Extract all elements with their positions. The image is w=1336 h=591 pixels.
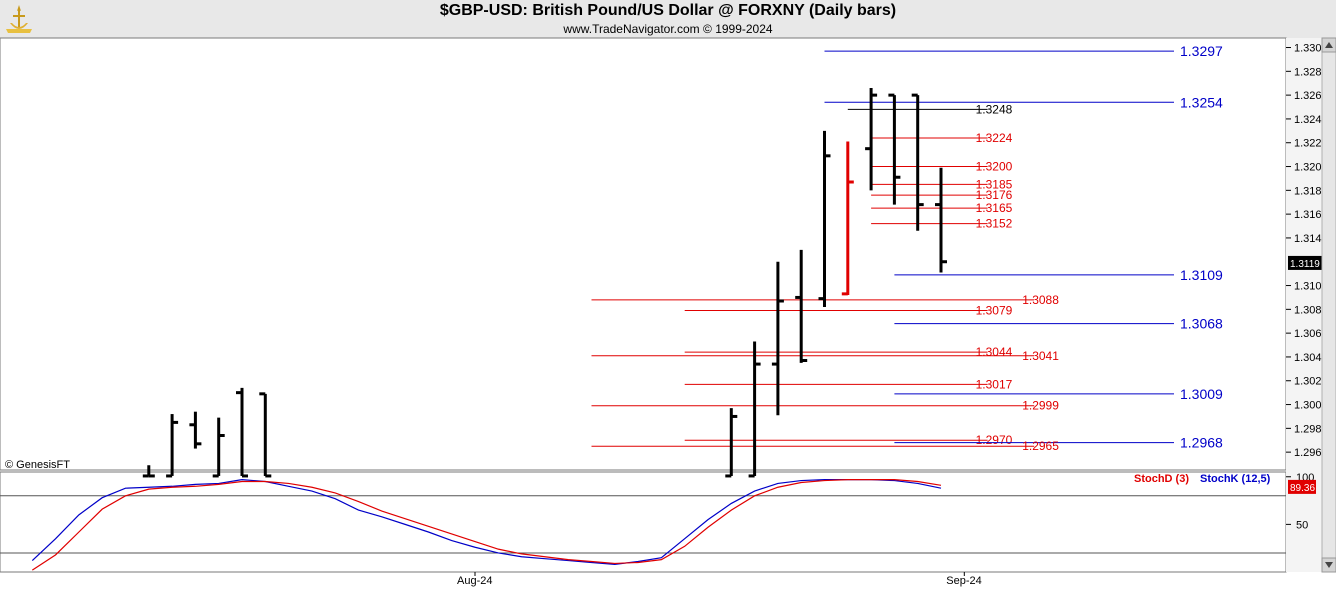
- ohlc-bar: [725, 408, 738, 478]
- level-label: 1.3068: [1180, 316, 1223, 332]
- ohlc-bar: [212, 417, 225, 478]
- level-label: 1.3152: [976, 217, 1013, 231]
- date-axis: Aug-24 Sep-24: [457, 572, 982, 587]
- level-label: 1.3009: [1180, 386, 1223, 402]
- chart-title: $GBP-USD: British Pound/US Dollar @ FORX…: [439, 2, 897, 19]
- price-tick-label: 1.3020: [1294, 376, 1328, 388]
- price-tick-label: 1.3280: [1294, 66, 1328, 78]
- price-tick-label: 1.3040: [1294, 352, 1328, 364]
- last-price-label: 1.3119: [1290, 259, 1320, 270]
- legend-stochk: StochK (12,5): [1200, 473, 1271, 485]
- date-tick-label: Aug-24: [457, 575, 492, 587]
- price-tick-label: 1.3160: [1294, 209, 1328, 221]
- chevron-down-icon[interactable]: [1325, 562, 1333, 568]
- title-bar: [0, 0, 1336, 38]
- ohlc-bar: [236, 387, 248, 478]
- level-label: 1.3297: [1180, 43, 1223, 59]
- level-label: 1.3176: [976, 188, 1013, 202]
- ohlc-bar: [771, 261, 784, 416]
- legend-stochd: StochD (3): [1134, 473, 1189, 485]
- scrollbar[interactable]: [1321, 37, 1336, 573]
- ohlc-bar: [748, 341, 761, 478]
- ohlc-bar: [166, 414, 179, 478]
- price-tick-label: 1.2960: [1294, 447, 1328, 459]
- level-label: 1.3185: [976, 177, 1013, 191]
- plot-frame: [0, 37, 1336, 573]
- price-tick-label: 1.3180: [1294, 185, 1328, 197]
- price-bars: [142, 87, 947, 478]
- price-tick-label: 1.3100: [1294, 281, 1328, 293]
- ohlc-bar: [865, 87, 878, 191]
- level-label: 1.3248: [976, 102, 1013, 116]
- price-tick-label: 1.3000: [1294, 400, 1328, 412]
- ohlc-bar: [818, 130, 831, 307]
- last-price-marker: [1288, 255, 1322, 270]
- price-tick-label: 1.3220: [1294, 138, 1328, 150]
- stoch-series-line: [31, 479, 942, 571]
- price-tick-label: 1.3300: [1294, 43, 1328, 55]
- price-levels: 1.32971.32541.32481.32241.32001.31851.31…: [591, 43, 1223, 453]
- price-tick-label: 1.3200: [1294, 162, 1328, 174]
- scrollbar-track[interactable]: [1321, 37, 1336, 573]
- level-label: 1.3079: [976, 304, 1013, 318]
- price-pane: [0, 37, 1287, 471]
- ohlc-bar: [841, 141, 854, 296]
- level-label: 1.2999: [1022, 399, 1059, 413]
- level-label: 1.3109: [1180, 267, 1223, 283]
- level-label: 1.2970: [976, 433, 1013, 447]
- price-tick-label: 1.3060: [1294, 328, 1328, 340]
- level-label: 1.3165: [976, 201, 1013, 215]
- stoch-last-marker: [1288, 479, 1316, 494]
- trade-navigator-logo-icon: [6, 5, 32, 33]
- genesis-watermark: © GenesisFT: [5, 459, 70, 471]
- level-label: 1.3254: [1180, 94, 1223, 110]
- level-label: 1.2965: [1022, 439, 1059, 453]
- stoch-last-label: 89.36: [1290, 483, 1315, 494]
- level-label: 1.3044: [976, 345, 1013, 359]
- ohlc-bar: [189, 411, 202, 449]
- price-tick-label: 1.3080: [1294, 304, 1328, 316]
- ohlc-bar: [795, 249, 808, 363]
- stochastic-pane: [0, 471, 1287, 573]
- level-label: 1.3200: [976, 160, 1013, 174]
- stoch-series-line: [31, 479, 942, 565]
- level-label: 1.3088: [1022, 293, 1059, 307]
- chevron-up-icon[interactable]: [1325, 42, 1333, 48]
- ohlc-bar: [259, 392, 272, 478]
- level-label: 1.2968: [1180, 435, 1223, 451]
- price-tick-label: 1.2980: [1294, 423, 1328, 435]
- stoch-tick-label: 50: [1296, 519, 1308, 531]
- price-axis: 1.2960 1.2980 1.3000 1.3020 1.3040 1.3060 1.30…: [1286, 43, 1328, 459]
- level-label: 1.3224: [976, 131, 1013, 145]
- price-tick-label: 1.3260: [1294, 90, 1328, 102]
- price-tick-label: 1.3140: [1294, 233, 1328, 245]
- date-tick-label: Sep-24: [946, 575, 981, 587]
- ohlc-bar: [888, 93, 901, 205]
- level-label: 1.3017: [976, 377, 1013, 391]
- ohlc-bar: [935, 167, 947, 273]
- chart-subtitle: www.TradeNavigator.com © 1999-2024: [563, 22, 773, 36]
- level-label: 1.3041: [1022, 349, 1059, 363]
- price-tick-label: 1.3240: [1294, 114, 1328, 126]
- ohlc-bar: [911, 93, 924, 231]
- ohlc-bar: [142, 465, 155, 478]
